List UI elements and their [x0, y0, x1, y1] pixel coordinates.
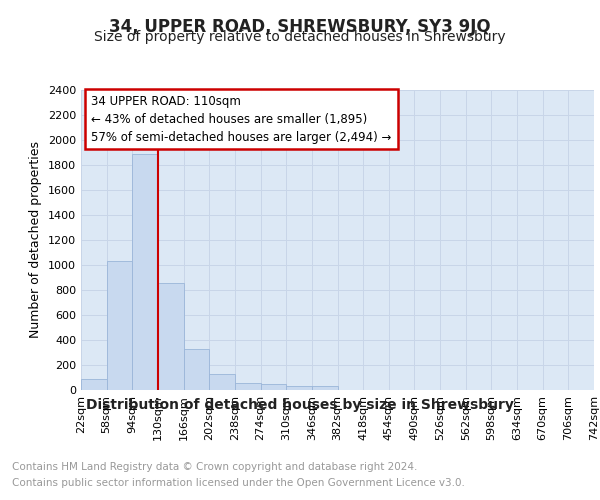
Bar	[312, 386, 337, 390]
Text: Size of property relative to detached houses in Shrewsbury: Size of property relative to detached ho…	[94, 30, 506, 44]
Y-axis label: Number of detached properties: Number of detached properties	[29, 142, 43, 338]
Bar	[286, 386, 312, 390]
Text: Distribution of detached houses by size in Shrewsbury: Distribution of detached houses by size …	[86, 398, 514, 411]
Bar	[235, 383, 260, 390]
Bar	[209, 374, 235, 390]
Bar	[133, 154, 158, 390]
Bar	[158, 282, 184, 390]
Bar	[184, 349, 209, 390]
Text: 34 UPPER ROAD: 110sqm
← 43% of detached houses are smaller (1,895)
57% of semi-d: 34 UPPER ROAD: 110sqm ← 43% of detached …	[91, 94, 392, 144]
Text: Contains HM Land Registry data © Crown copyright and database right 2024.: Contains HM Land Registry data © Crown c…	[12, 462, 418, 472]
Bar	[260, 384, 286, 390]
Bar	[107, 261, 133, 390]
Text: Contains public sector information licensed under the Open Government Licence v3: Contains public sector information licen…	[12, 478, 465, 488]
Bar	[81, 379, 107, 390]
Text: 34, UPPER ROAD, SHREWSBURY, SY3 9JQ: 34, UPPER ROAD, SHREWSBURY, SY3 9JQ	[109, 18, 491, 36]
